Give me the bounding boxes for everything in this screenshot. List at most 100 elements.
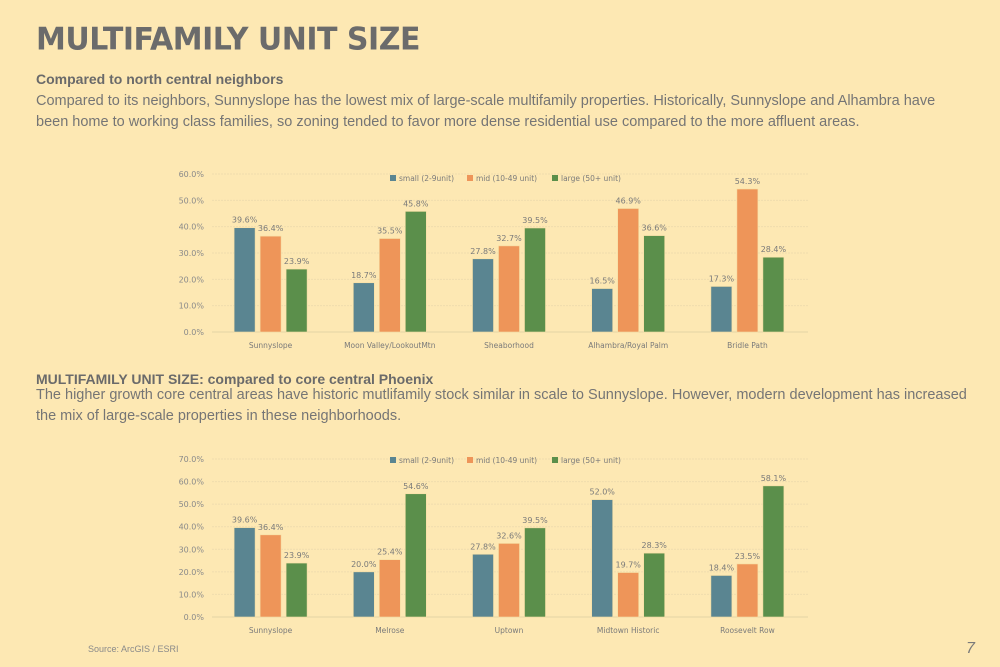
y-tick-label: 10.0%	[179, 302, 205, 311]
data-label: 18.7%	[351, 271, 377, 280]
chart-core-central-svg: 0.0% 10.0% 20.0% 30.0% 40.0% 50.0% 60.0% 70.0% s…	[179, 455, 808, 635]
data-label: 23.9%	[284, 551, 310, 560]
bar-large	[524, 227, 546, 333]
data-label: 36.6%	[641, 224, 667, 233]
data-label: 28.4%	[761, 245, 787, 254]
data-label: 39.6%	[232, 516, 258, 525]
bar-small	[233, 527, 256, 618]
x-category-label: Sheaborhood	[484, 341, 534, 350]
data-label: 20.0%	[351, 560, 377, 569]
data-label: 46.9%	[615, 196, 641, 205]
data-label: 28.3%	[641, 541, 667, 550]
legend-swatch-mid	[467, 457, 473, 463]
legend-label-large: large (50+ unit)	[561, 174, 621, 183]
data-label: 27.8%	[470, 542, 496, 551]
bar-small	[352, 571, 375, 618]
x-category-label: Moon Valley/LookoutMtn	[344, 341, 436, 350]
y-tick-label: 60.0%	[179, 478, 205, 487]
data-label: 35.5%	[377, 227, 403, 236]
y-tick-label: 50.0%	[179, 196, 205, 205]
data-label: 19.7%	[615, 561, 641, 570]
bar-large	[285, 562, 308, 618]
bar-small	[591, 288, 614, 333]
bar-small	[472, 553, 494, 618]
data-label: 45.8%	[403, 199, 429, 208]
bar-mid	[259, 235, 282, 333]
data-label: 27.8%	[470, 247, 496, 256]
chart-north-central-svg: 0.0% 10.0% 20.0% 30.0% 40.0% 50.0% 60.0% small …	[179, 170, 808, 350]
y-tick-label: 0.0%	[184, 328, 205, 337]
data-label: 39.5%	[522, 516, 548, 525]
bar-large	[643, 552, 666, 618]
bar-mid	[378, 238, 401, 333]
bar-large	[762, 485, 785, 618]
x-category-label: Bridle Path	[727, 341, 768, 350]
x-category-label: Alhambra/Royal Palm	[588, 341, 668, 350]
y-tick-label: 70.0%	[179, 455, 205, 464]
y-tick-label: 10.0%	[179, 590, 205, 599]
data-label: 16.5%	[589, 277, 615, 286]
legend-swatch-large	[552, 175, 558, 181]
bar-small	[472, 258, 494, 333]
bar-mid	[498, 543, 520, 618]
section-2-text: The higher growth core central areas hav…	[36, 387, 967, 424]
bar-small	[710, 286, 733, 333]
legend-label-mid: mid (10-49 unit)	[476, 456, 537, 465]
bar-mid	[498, 245, 520, 333]
x-category-label: Sunnyslope	[249, 341, 293, 350]
data-label: 36.4%	[258, 523, 284, 532]
bar-small	[352, 282, 375, 333]
data-label: 23.5%	[735, 552, 761, 561]
x-category-label: Melrose	[375, 626, 405, 635]
section-1-text: Compared to its neighbors, Sunnyslope ha…	[36, 93, 936, 130]
bar-mid	[736, 188, 759, 333]
legend-swatch-small	[390, 457, 396, 463]
legend-swatch-mid	[467, 175, 473, 181]
bar-large	[285, 268, 308, 333]
data-label: 39.5%	[522, 216, 548, 225]
bar-small	[233, 227, 256, 333]
y-tick-label: 0.0%	[184, 613, 205, 622]
data-label: 54.6%	[403, 482, 429, 491]
section-2-heading: MULTIFAMILY UNIT SIZE: compared to core …	[36, 371, 434, 387]
page-number: 7	[966, 640, 975, 657]
data-label: 18.4%	[709, 563, 735, 572]
chart-north-central: 0.0% 10.0% 20.0% 30.0% 40.0% 50.0% 60.0% small …	[0, 160, 820, 355]
data-label: 58.1%	[761, 474, 787, 483]
bar-large	[404, 211, 427, 333]
x-category-label: Midtown Historic	[597, 626, 660, 635]
y-tick-label: 60.0%	[179, 170, 205, 179]
bar-mid	[617, 572, 640, 618]
y-tick-label: 30.0%	[179, 249, 205, 258]
data-label: 36.4%	[258, 224, 284, 233]
data-label: 54.3%	[735, 177, 761, 186]
x-category-label: Sunnyslope	[249, 626, 293, 635]
y-tick-label: 20.0%	[179, 275, 205, 284]
data-label: 39.6%	[232, 216, 258, 225]
bar-mid	[736, 563, 759, 618]
data-label: 32.6%	[496, 531, 522, 540]
legend-swatch-large	[552, 457, 558, 463]
section-1-heading: Compared to north central neighbors	[36, 71, 284, 87]
bar-small	[591, 499, 614, 618]
chart-core-central: 0.0% 10.0% 20.0% 30.0% 40.0% 50.0% 60.0% 70.0% s…	[0, 445, 820, 640]
page-title: MULTIFAMILY UNIT SIZE	[36, 21, 420, 58]
legend-label-small: small (2-9unit)	[399, 456, 454, 465]
legend-label-mid: mid (10-49 unit)	[476, 174, 537, 183]
bar-large	[404, 493, 427, 618]
bar-large	[524, 527, 546, 618]
x-category-label: Roosevelt Row	[720, 626, 775, 635]
bar-mid	[378, 559, 401, 618]
legend-swatch-small	[390, 175, 396, 181]
bar-large	[762, 256, 785, 333]
y-tick-label: 30.0%	[179, 545, 205, 554]
bar-mid	[617, 208, 640, 333]
y-tick-label: 40.0%	[179, 523, 205, 532]
source-note: Source: ArcGIS / ESRI	[88, 644, 179, 654]
bar-large	[643, 235, 666, 333]
y-tick-label: 40.0%	[179, 223, 205, 232]
bar-small	[710, 575, 733, 618]
bar-mid	[259, 534, 282, 618]
data-label: 23.9%	[284, 257, 310, 266]
x-category-label: Uptown	[495, 626, 524, 635]
